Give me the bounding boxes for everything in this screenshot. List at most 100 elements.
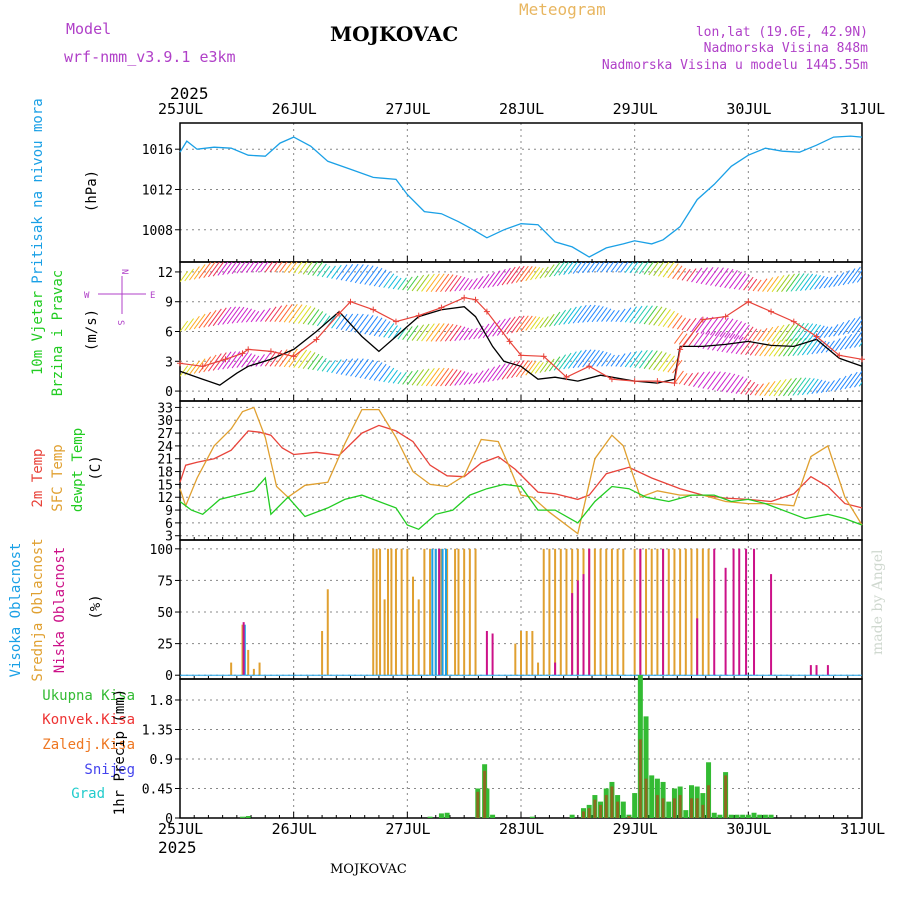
wind-barb: [525, 360, 537, 376]
wind-barb: [430, 323, 445, 342]
cloud-bar-mid: [394, 548, 397, 676]
wind-barb: [806, 339, 819, 355]
cloud-bar-low: [485, 630, 488, 676]
wind-barb: [700, 267, 714, 285]
wind-barb: [397, 327, 407, 340]
wind-barb: [672, 315, 683, 329]
wind-barb: [340, 313, 354, 331]
wind-barb: [610, 354, 620, 367]
cloud-bar-mid: [454, 548, 457, 676]
y-tick-label: 6: [165, 517, 173, 532]
wind-barb: [421, 323, 435, 342]
wind-barb: [735, 338, 748, 355]
y-tick-label: 3: [165, 355, 173, 370]
wind-barb: [629, 262, 639, 274]
wind-barb: [749, 344, 759, 356]
wind-barb: [316, 263, 327, 277]
wind-barb: [714, 267, 729, 287]
wind-barb: [563, 351, 577, 370]
wind-barb: [596, 307, 608, 322]
wind-barb: [707, 371, 721, 390]
wind-barb: [184, 268, 194, 282]
wind-barb: [260, 262, 269, 273]
wind-barb: [369, 362, 383, 380]
cloud-bar-mid: [406, 548, 409, 676]
wind-barb: [222, 262, 233, 276]
wind-barb: [411, 369, 425, 386]
wind-barb: [463, 328, 473, 341]
pressure-unit: (hPa): [84, 170, 100, 212]
wind-barb: [525, 266, 537, 282]
wind-barb: [740, 340, 752, 355]
wind-barb: [198, 311, 212, 329]
y-tick-label: 1.35: [142, 723, 173, 738]
wind-barb: [454, 276, 466, 292]
wind-barb: [830, 377, 841, 392]
wind-barb: [350, 358, 364, 377]
wind-barb: [797, 337, 811, 356]
wind-barb: [459, 327, 470, 341]
wind-gust-point: [336, 310, 343, 317]
precip-bar-convective: [476, 791, 480, 818]
cloud-bar-mid: [379, 548, 382, 676]
wind-barb: [752, 329, 762, 341]
wind-gust-point: [699, 316, 706, 323]
wind-barb: [283, 303, 298, 323]
wind-barb: [539, 316, 549, 329]
wind-barb: [749, 383, 759, 396]
wind-barb: [691, 267, 703, 283]
wind-barb: [854, 336, 862, 348]
wind-barb: [563, 262, 574, 276]
wind-barb: [610, 310, 620, 322]
wind-barb: [601, 353, 612, 367]
wind-barb: [539, 360, 549, 373]
wind-barb: [681, 318, 691, 331]
wind-barb: [710, 317, 724, 336]
precip-bar-convective: [593, 799, 597, 818]
wind-barb: [837, 319, 850, 336]
svg-text:E: E: [150, 291, 155, 301]
wind-barb: [781, 273, 795, 293]
wind-barb: [378, 365, 391, 382]
wind-barb: [724, 270, 738, 289]
cloud-bar-mid: [616, 548, 619, 676]
y-tick-label: 24: [157, 440, 173, 455]
wind-barb: [397, 277, 407, 290]
wind-barb: [364, 360, 379, 380]
wind-barb: [591, 262, 601, 273]
wind-barb: [792, 337, 807, 357]
cloud-bar-mid: [684, 548, 687, 676]
wind-barb: [340, 358, 354, 375]
wind-barb: [586, 305, 600, 323]
wind-barb: [766, 276, 779, 292]
precip-bar-total: [632, 793, 638, 818]
wind-barb: [771, 324, 785, 342]
wind-barb: [350, 313, 364, 332]
wind-barb: [463, 279, 473, 291]
wind-barb: [778, 338, 792, 357]
wind-barb: [487, 364, 501, 383]
precip-bar-total: [745, 814, 751, 818]
wind-barb: [757, 278, 768, 292]
wind-barb: [430, 273, 445, 293]
wind-barb: [501, 316, 516, 336]
wind-barb: [771, 275, 785, 293]
wind-barb: [359, 359, 374, 379]
wind-gust-point: [790, 318, 797, 325]
wind-barb: [283, 348, 298, 368]
wind-barb: [820, 381, 830, 393]
wind-barb: [511, 265, 525, 284]
wind-barb: [520, 266, 533, 282]
wind-barb: [747, 278, 758, 291]
wind-barb: [835, 335, 847, 352]
wind-barb: [726, 374, 740, 393]
wind-barb: [525, 316, 537, 331]
wind-barb: [624, 306, 637, 323]
y-tick-label: 9: [165, 296, 173, 311]
wind-barb: [735, 378, 748, 394]
wind-barb: [274, 349, 288, 367]
wind-barb: [577, 349, 592, 368]
wind-barb: [781, 323, 795, 342]
wind-barb: [558, 262, 570, 276]
